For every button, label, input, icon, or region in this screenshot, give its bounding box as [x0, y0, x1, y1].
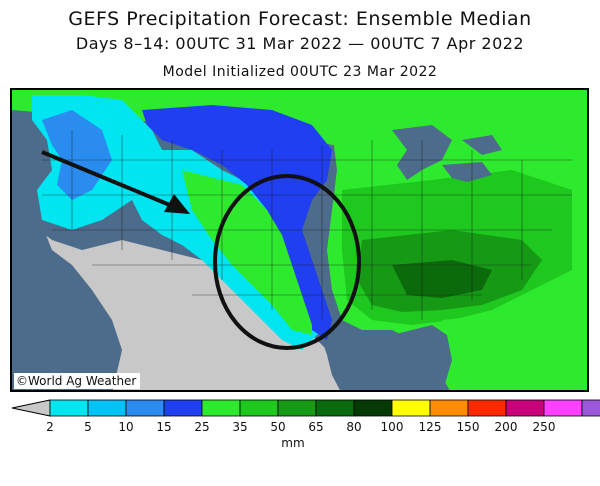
state-borders	[42, 130, 572, 320]
legend-tick-label: 15	[156, 420, 172, 434]
legend-tick-label: 125	[418, 420, 442, 434]
legend-tick-label: 200	[494, 420, 518, 434]
legend-tick-label: 35	[232, 420, 248, 434]
legend-color-box	[239, 399, 279, 417]
legend-color-box	[391, 399, 431, 417]
legend-tick-label: 10	[118, 420, 134, 434]
gulf-of-mexico	[322, 325, 452, 390]
sky-blue-region	[42, 110, 112, 200]
legend-color-box	[543, 399, 583, 417]
legend-tick-label: 150	[456, 420, 480, 434]
legend-tick-label: 100	[380, 420, 404, 434]
legend-color-box	[467, 399, 507, 417]
legend-color-box	[201, 399, 241, 417]
legend-color-box	[87, 399, 127, 417]
legend-tick-label: 250	[532, 420, 556, 434]
pacific-coast	[12, 110, 122, 390]
map-title: GEFS Precipitation Forecast: Ensemble Me…	[68, 8, 532, 30]
model-init-line: Model Initialized 00UTC 23 Mar 2022	[162, 64, 438, 80]
annotation-arrow	[41, 150, 190, 214]
legend-below-triangle	[11, 399, 51, 417]
legend-tick-label: 50	[270, 420, 286, 434]
darker-green-core-region	[392, 260, 492, 298]
map-canvas	[12, 90, 587, 390]
blue-plains-region	[142, 105, 332, 340]
legend-color-box	[505, 399, 545, 417]
legend-color-box	[429, 399, 469, 417]
great-lakes	[392, 125, 502, 182]
legend-color-box	[125, 399, 165, 417]
legend-color-box	[163, 399, 203, 417]
annotation-circle	[213, 174, 361, 350]
legend-tick-label: 80	[346, 420, 362, 434]
legend-color-box	[277, 399, 317, 417]
legend-color-box	[49, 399, 89, 417]
copyright-label: ©World Ag Weather	[14, 373, 141, 389]
legend-color-box	[353, 399, 393, 417]
legend-tick-label: 25	[194, 420, 210, 434]
legend-tick-label: 65	[308, 420, 324, 434]
precipitation-map: ©World Ag Weather	[10, 88, 589, 392]
legend-units: mm	[281, 436, 305, 450]
legend-color-box	[315, 399, 355, 417]
green-central-region	[182, 170, 312, 335]
legend-tick-label: 5	[84, 420, 92, 434]
legend-color-box	[581, 399, 600, 417]
map-subtitle: Days 8–14: 00UTC 31 Mar 2022 — 00UTC 7 A…	[75, 34, 525, 53]
florida	[442, 318, 482, 380]
precipitation-legend	[11, 399, 600, 417]
legend-tick-label: 2	[46, 420, 54, 434]
